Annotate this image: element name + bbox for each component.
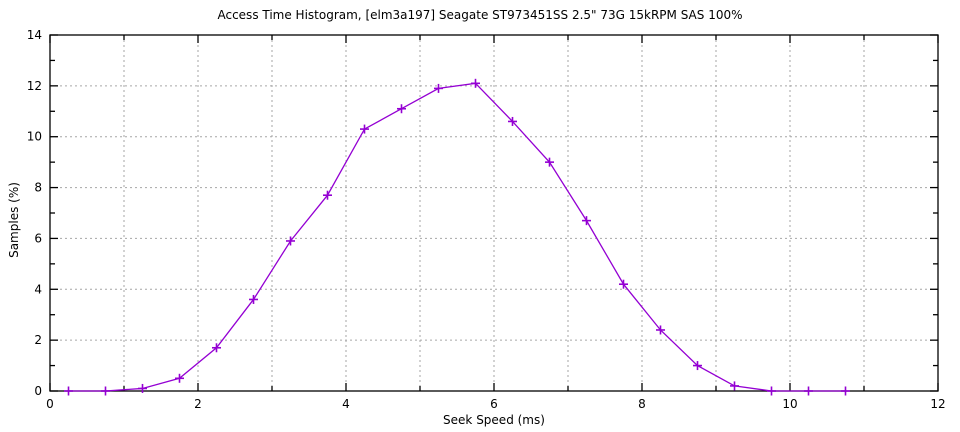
y-tick-label: 0 xyxy=(34,384,42,398)
y-tick-label: 10 xyxy=(27,130,42,144)
x-tick-label: 6 xyxy=(490,397,498,411)
x-tick-label: 4 xyxy=(342,397,350,411)
y-tick-label: 12 xyxy=(27,79,42,93)
x-tick-label: 2 xyxy=(194,397,202,411)
x-tick-label: 8 xyxy=(638,397,646,411)
series-line xyxy=(68,82,846,392)
chart-title: Access Time Histogram, [elm3a197] Seagat… xyxy=(217,8,743,22)
x-tick-label: 10 xyxy=(782,397,797,411)
y-tick-label: 4 xyxy=(34,282,42,296)
y-tick-label: 8 xyxy=(34,181,42,195)
x-tick-label: 0 xyxy=(46,397,54,411)
y-axis-label: Samples (%) xyxy=(7,182,21,258)
x-tick-label: 12 xyxy=(930,397,945,411)
y-tick-label: 6 xyxy=(34,231,42,245)
y-tick-label: 2 xyxy=(34,333,42,347)
x-axis-label: Seek Speed (ms) xyxy=(443,413,545,427)
plot-border xyxy=(49,34,939,392)
y-tick-label: 14 xyxy=(27,28,42,42)
